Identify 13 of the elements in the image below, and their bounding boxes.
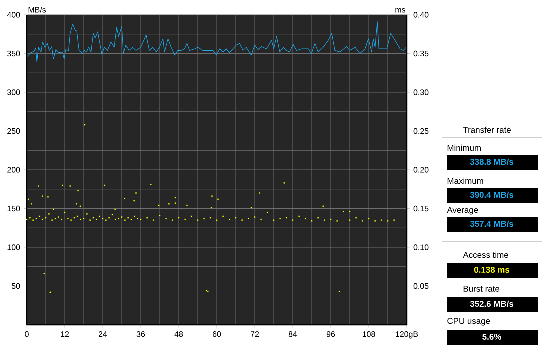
text: Minimum xyxy=(448,144,481,152)
text: CPU usage xyxy=(448,318,490,326)
text: Maximum xyxy=(448,178,484,184)
text: Transfer rate xyxy=(463,126,511,134)
text: Access time xyxy=(463,252,508,258)
text: 5.6% xyxy=(482,334,502,340)
text: 352.6 MB/s xyxy=(470,300,514,308)
text: 338.8 MB/s xyxy=(470,158,514,166)
text: Burst rate xyxy=(464,286,500,292)
text: 390.4 MB/s xyxy=(470,192,514,198)
text: 0.138 ms xyxy=(474,267,510,273)
text: Average xyxy=(447,207,478,215)
text: 357.4 MB/s xyxy=(470,220,514,228)
